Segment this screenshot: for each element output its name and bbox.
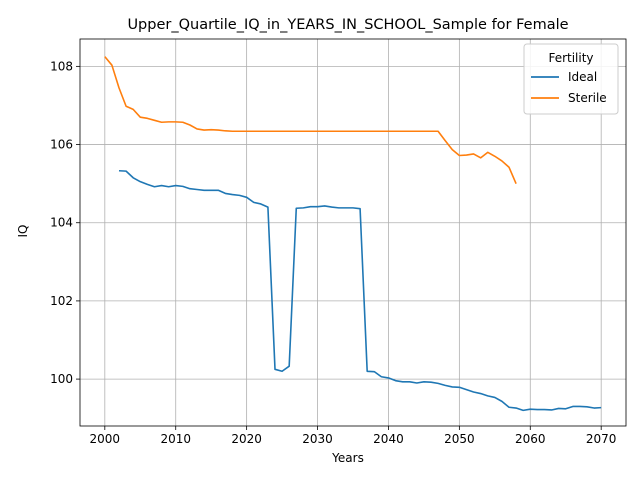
x-tick-label: 2020 <box>231 432 262 446</box>
x-tick-label: 2040 <box>373 432 404 446</box>
y-tick-label: 108 <box>50 59 73 73</box>
legend-label-sterile: Sterile <box>568 91 607 105</box>
axes-frame <box>79 38 627 427</box>
x-tick-label: 2000 <box>90 432 121 446</box>
series-lines <box>104 56 602 412</box>
y-tick-label: 104 <box>50 216 73 230</box>
x-tick-label: 2070 <box>586 432 617 446</box>
y-tick-label: 102 <box>50 294 73 308</box>
x-tick-label: 2060 <box>515 432 546 446</box>
x-axis-label: Years <box>331 451 364 465</box>
legend-title: Fertility <box>548 51 593 65</box>
y-tick-label: 100 <box>50 372 73 386</box>
series-line-ideal <box>118 169 602 412</box>
legend-box <box>523 43 619 115</box>
series-line-sterile <box>104 56 517 184</box>
legend-label-ideal: Ideal <box>568 70 597 84</box>
axis-ticks: 2000 2010 2020 2030 2040 2050 2060 2070 100 102 10… <box>50 59 616 446</box>
y-tick-label: 106 <box>50 138 73 152</box>
chart-title: Upper_Quartile_IQ_in_YEARS_IN_SCHOOL_Sam… <box>127 17 568 33</box>
x-tick-label: 2010 <box>160 432 191 446</box>
x-tick-label: 2050 <box>444 432 475 446</box>
y-axis-label: IQ <box>16 225 30 238</box>
legend: Fertility Ideal Sterile <box>523 43 619 115</box>
x-tick-label: 2030 <box>302 432 333 446</box>
